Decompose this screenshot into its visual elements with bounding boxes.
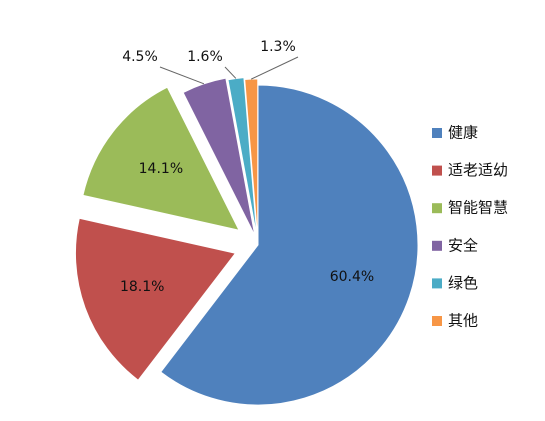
legend-swatch [432, 165, 442, 176]
legend-label: 智能智慧 [448, 199, 508, 217]
legend-swatch [432, 278, 442, 289]
legend-swatch [432, 128, 442, 138]
legend-swatch [432, 203, 442, 214]
legend-label: 适老适幼 [448, 161, 508, 179]
data-label: 60.4% [330, 269, 374, 285]
data-label: 1.6% [187, 49, 223, 65]
data-label: 1.3% [260, 39, 296, 55]
pie-slice [182, 77, 256, 236]
legend-label: 其他 [448, 312, 478, 330]
data-label: 4.5% [122, 49, 158, 65]
leader-line [251, 56, 299, 80]
legend-label: 绿色 [448, 274, 478, 292]
leader-line [224, 66, 237, 79]
pie-slice [160, 84, 419, 406]
leader-line [159, 66, 205, 85]
pie-slice [82, 86, 241, 231]
data-label: 14.1% [139, 161, 183, 177]
pie-slice [227, 77, 258, 238]
legend-swatch [432, 316, 442, 326]
legend-swatch [432, 240, 442, 251]
legend-label: 安全 [448, 236, 478, 254]
data-label: 18.1% [120, 279, 164, 295]
pie-slice [75, 217, 237, 381]
legend-label: 健康 [448, 124, 478, 142]
